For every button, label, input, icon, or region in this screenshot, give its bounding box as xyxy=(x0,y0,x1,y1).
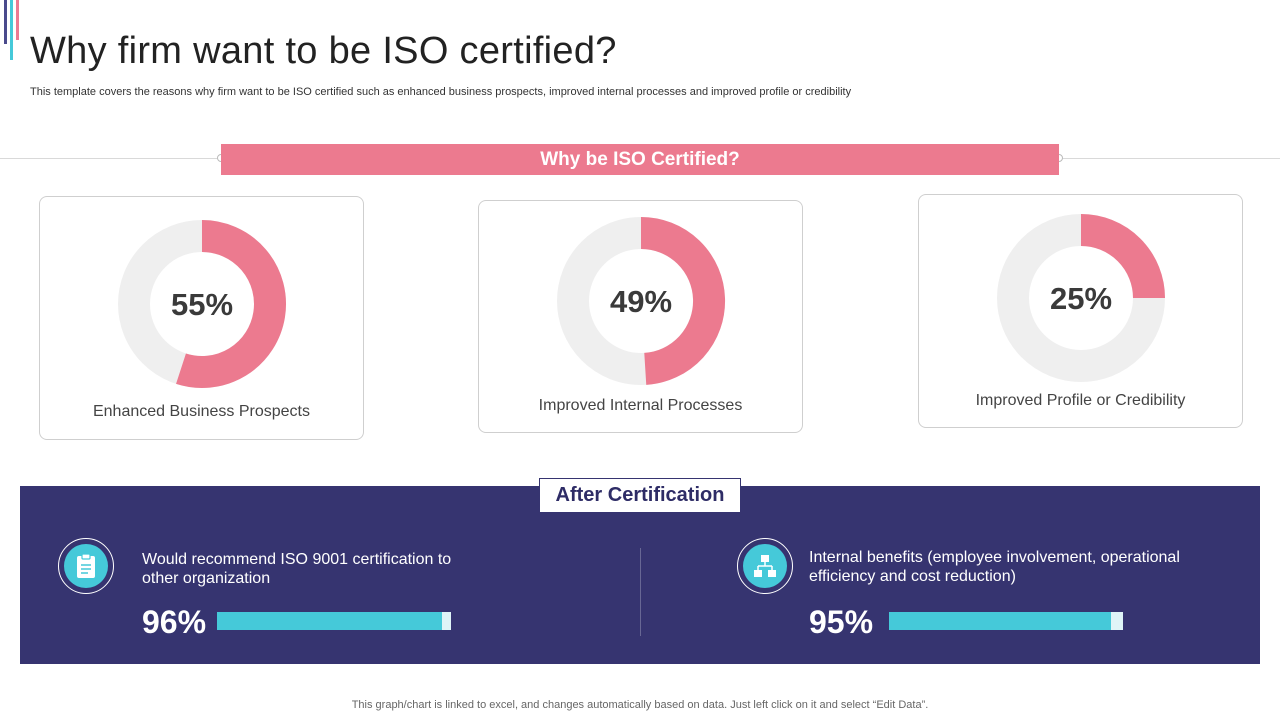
accent-bar xyxy=(4,0,7,44)
accent-bar xyxy=(16,0,19,40)
stat-description: Internal benefits (employee involvement,… xyxy=(809,549,1180,585)
donut-label: Enhanced Business Prospects xyxy=(92,403,310,420)
org-chart-icon xyxy=(737,538,793,594)
donut-label: Improved Internal Processes xyxy=(538,397,743,414)
donut-value-label: 55% xyxy=(170,287,232,322)
donut-card[interactable]: 25% Improved Profile or Credibility xyxy=(918,194,1243,428)
panel-divider xyxy=(640,548,641,636)
stat-value: 96% xyxy=(142,604,207,640)
section-banner: Why be ISO Certified? xyxy=(221,144,1059,175)
donut-chart: 25% xyxy=(996,214,1165,382)
donut-value-label: 49% xyxy=(609,284,671,319)
after-certification-panel: Would recommend ISO 9001 certification t… xyxy=(20,486,1260,664)
donut-value-label: 25% xyxy=(1049,281,1111,316)
page-subtitle: This template covers the reasons why fir… xyxy=(30,86,852,98)
stat-description: Would recommend ISO 9001 certification t… xyxy=(142,551,452,587)
donut-arc xyxy=(639,217,725,385)
donut-arc xyxy=(1079,214,1165,299)
donut-chart: 49% xyxy=(556,217,725,385)
panel-title: After Certification xyxy=(539,478,741,513)
progress-bar-fill xyxy=(217,612,442,630)
progress-bar xyxy=(889,612,1123,630)
stat-value: 95% xyxy=(809,604,874,640)
donut-card[interactable]: 55% Enhanced Business Prospects xyxy=(39,196,364,440)
progress-bar-fill xyxy=(889,612,1112,630)
footer-note: This graph/chart is linked to excel, and… xyxy=(351,699,929,711)
clipboard-icon xyxy=(58,538,114,594)
accent-bar xyxy=(10,0,13,60)
donut-chart: 55% xyxy=(117,220,286,388)
progress-bar xyxy=(217,612,451,630)
donut-label: Improved Profile or Credibility xyxy=(975,392,1186,409)
page-title: Why firm want to be ISO certified? xyxy=(30,30,617,72)
donut-arc xyxy=(175,220,286,388)
donut-card[interactable]: 49% Improved Internal Processes xyxy=(478,200,803,433)
